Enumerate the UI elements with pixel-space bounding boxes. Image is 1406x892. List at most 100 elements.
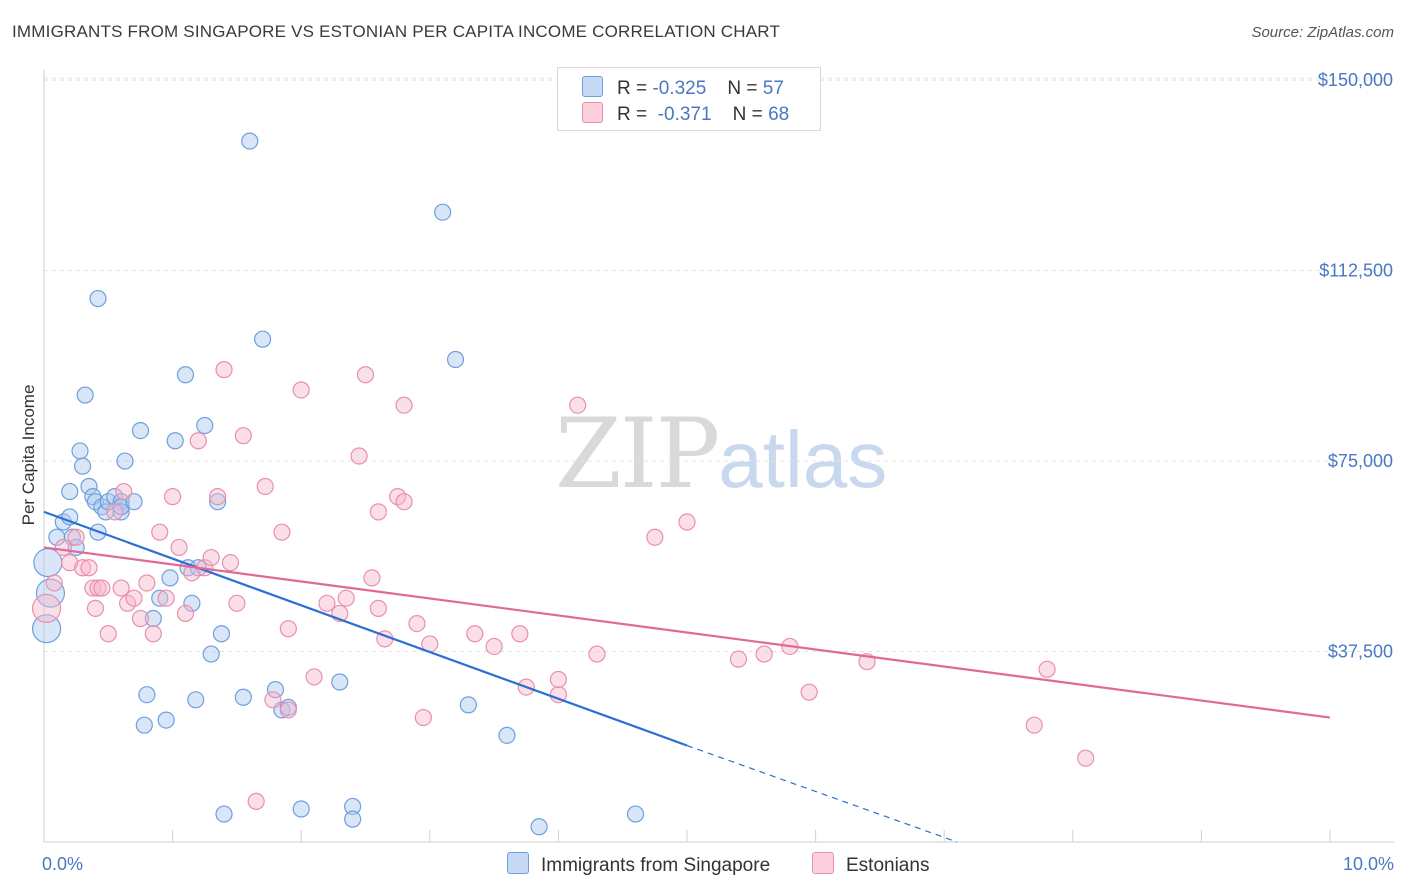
estonians-point (264, 691, 282, 709)
estonians-point (646, 528, 664, 546)
estonians-point (356, 366, 375, 384)
estonians-point (395, 493, 413, 511)
singapore-point (166, 432, 184, 450)
bottom-legend-label: Immigrants from Singapore (541, 855, 771, 876)
singapore-point (89, 289, 107, 308)
watermark-atlas: atlas (718, 415, 888, 504)
estonians-point (45, 574, 63, 592)
source-credit: Source: ZipAtlas.com (1251, 24, 1394, 41)
estonians-point (569, 396, 587, 414)
singapore-point (209, 493, 227, 511)
y-tick-label: $112,500 (1319, 261, 1393, 281)
estonians-point (485, 637, 503, 656)
estonians-point (466, 625, 484, 643)
estonians-point (112, 579, 130, 597)
singapore-point (234, 688, 252, 706)
singapore-point (135, 716, 153, 734)
legend-r-value: -0.371 (657, 104, 712, 125)
estonians-point (138, 574, 156, 592)
chart-title: IMMIGRANTS FROM SINGAPORE VS ESTONIAN PE… (12, 22, 781, 41)
estonians-point (800, 683, 818, 701)
singapore-point (31, 614, 62, 644)
estonians-point (363, 569, 381, 587)
singapore-point (71, 442, 89, 460)
estonians-point (234, 427, 252, 445)
estonians-point (144, 625, 162, 643)
estonians-point (125, 589, 143, 607)
estonians-point (408, 615, 426, 633)
estonians-point (318, 594, 336, 612)
estonians-point (151, 523, 169, 541)
estonians-point (93, 579, 111, 597)
legend-n-label: N = (732, 104, 763, 125)
estonians-point (131, 609, 150, 628)
singapore-point (292, 800, 310, 818)
singapore-point (626, 805, 645, 823)
singapore-point (241, 132, 259, 150)
estonians-point (176, 604, 195, 623)
watermark-zip: ZIP (555, 398, 720, 510)
y-tick-label: $150,000 (1318, 70, 1393, 90)
estonians-point (549, 670, 568, 689)
singapore-point (61, 482, 79, 501)
estonians-point (73, 559, 92, 577)
estonians-point (350, 447, 368, 465)
bottom-legend-swatch-pink (812, 852, 834, 874)
estonians-point (99, 625, 117, 643)
singapore-trend-extension (686, 744, 958, 843)
estonians-point (369, 503, 387, 521)
legend-n-label: N = (727, 78, 758, 99)
estonians-point (221, 554, 240, 572)
estonians-point (209, 488, 227, 506)
singapore-point (151, 589, 169, 607)
estonians-point (215, 361, 233, 379)
estonians-point (273, 523, 291, 541)
estonians-point (1025, 716, 1043, 734)
estonians-point (755, 645, 773, 663)
legend-row-singapore: R = -0.325 N = 57 (582, 76, 784, 102)
singapore-point (215, 805, 233, 823)
estonians-point (202, 548, 220, 567)
singapore-point (144, 609, 162, 628)
series-estonians-points (31, 361, 1095, 810)
estonians-point (89, 579, 107, 597)
singapore-point (76, 386, 94, 404)
tick-labels: $37,500 $75,000 $112,500 $150,000 0.0% 10.0% (42, 70, 1394, 874)
estonians-point (86, 599, 105, 617)
bottom-legend-singapore: Immigrants from Singapore (507, 852, 770, 878)
singapore-point (254, 330, 272, 348)
legend-n-value: 57 (762, 78, 784, 99)
singapore-trend-line (43, 510, 688, 747)
bottom-legend-label: Estonians (846, 855, 930, 876)
estonians-point (369, 599, 387, 617)
estonians-trend-line (43, 546, 1331, 719)
singapore-point (212, 625, 231, 643)
x-tick-label: 10.0% (1343, 854, 1394, 874)
singapore-point (183, 594, 201, 612)
estonians-point (80, 559, 98, 577)
y-axis-label: Per Capita Income (19, 385, 38, 526)
legend-swatch-blue (582, 76, 603, 97)
estonians-point (164, 488, 182, 506)
estonians-point (61, 554, 79, 572)
singapore-point (446, 350, 465, 369)
trend-lines (43, 510, 1331, 843)
singapore-point (187, 691, 205, 709)
singapore-point (80, 477, 98, 496)
singapore-point (434, 203, 452, 221)
estonians-point (511, 625, 529, 643)
singapore-point (202, 645, 220, 663)
bottom-legend-swatch-blue (507, 852, 529, 874)
estonians-point (279, 701, 297, 719)
estonians-point (31, 593, 62, 623)
singapore-point (157, 711, 175, 729)
axes (43, 70, 1394, 843)
singapore-point (176, 366, 195, 384)
estonians-point (588, 645, 606, 663)
grid-lines (44, 77, 1394, 653)
estonians-point (67, 528, 85, 546)
estonians-point (106, 503, 124, 521)
singapore-point (138, 686, 156, 704)
estonians-point (170, 538, 188, 557)
